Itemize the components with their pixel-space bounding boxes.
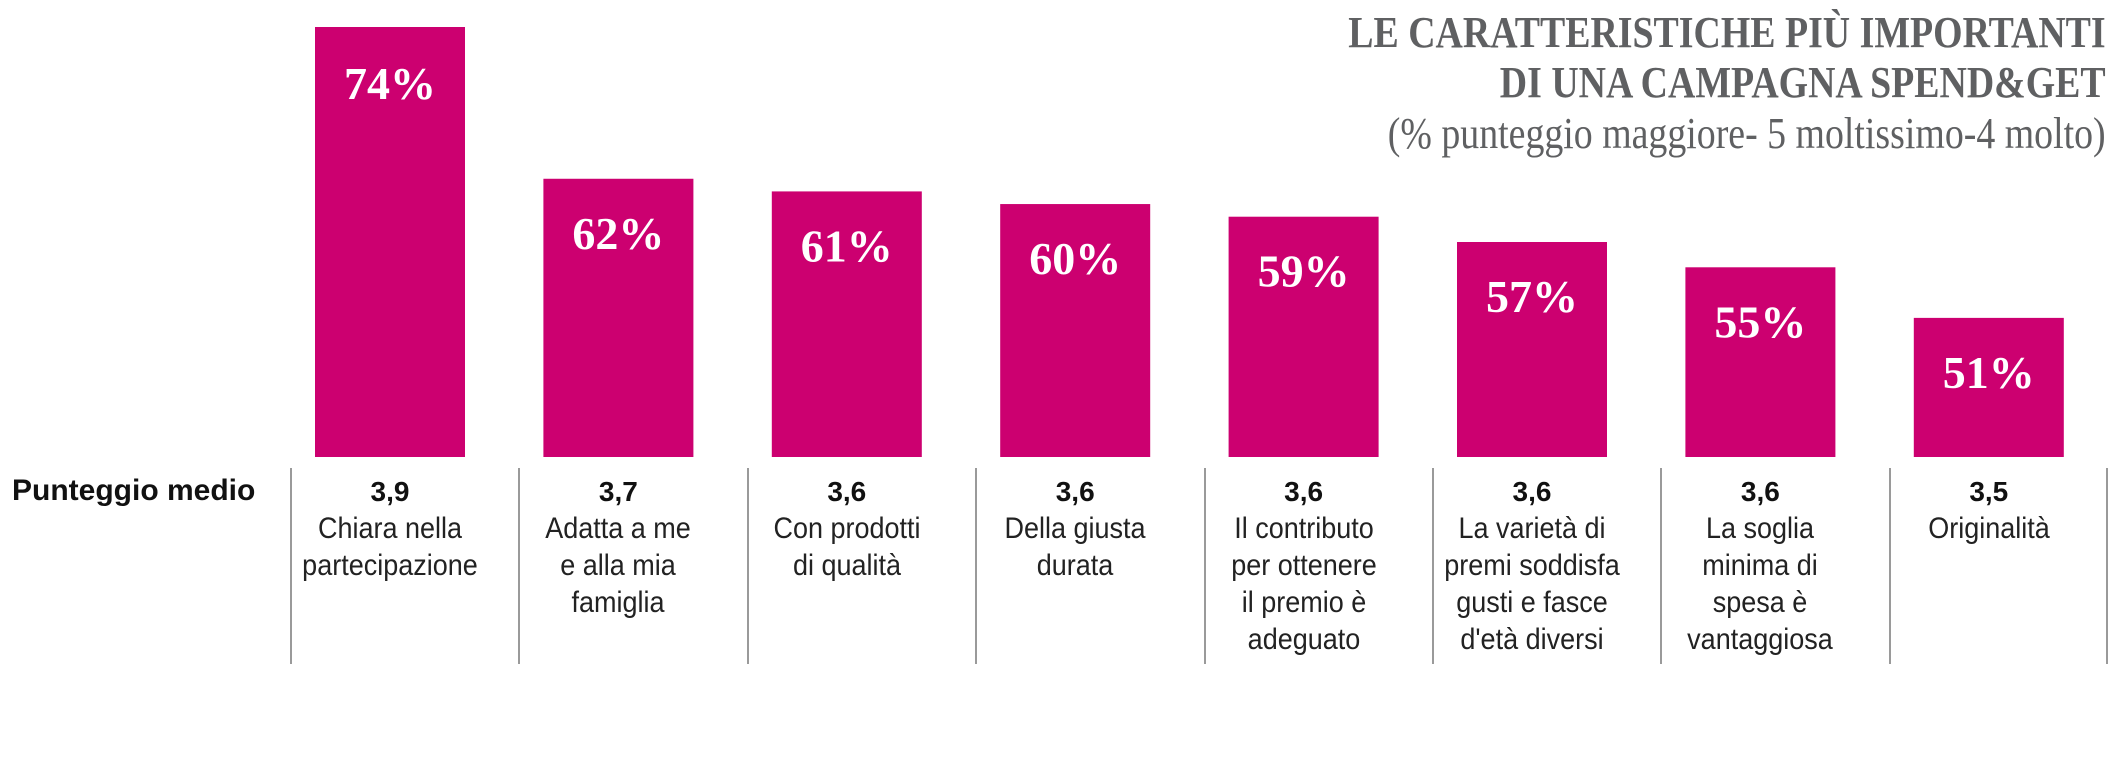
bar-value-label: 55%: [1714, 296, 1806, 347]
average-score: 3,7: [598, 476, 638, 507]
bar-5: [1228, 216, 1379, 457]
bar-3: [771, 191, 922, 458]
column-divider: [746, 468, 749, 664]
category-label: Originalità: [1928, 512, 2050, 545]
column-divider: [290, 468, 292, 664]
bar-8: [1913, 317, 2064, 457]
category-column: 3,9 Chiara nella partecipazione: [277, 474, 503, 584]
bar-value-label: 51%: [1943, 347, 2035, 398]
bar-value-label: 62%: [572, 208, 664, 259]
category-column: 3,6 Con prodotti di qualità: [734, 474, 960, 584]
average-score: 3,6: [1512, 476, 1552, 507]
category-column: 3,6 Della giusta durata: [962, 474, 1188, 584]
category-column: 3,6 La soglia minima di spesa è vantaggio…: [1647, 474, 1873, 658]
column-divider: [1432, 468, 1434, 664]
category-label: Chiara nella partecipazione: [302, 512, 478, 582]
column-divider: [518, 468, 521, 664]
bar-6: [1457, 242, 1607, 457]
bar-7: [1685, 267, 1836, 457]
bar-2: [543, 178, 694, 457]
chart-subtitle: (% punteggio maggiore- 5 moltissimo-4 mo…: [1388, 109, 2106, 158]
bar-value-label: 61%: [801, 220, 893, 271]
category-column: 3,7 Adatta a me e alla mia famiglia: [505, 474, 731, 621]
category-label: Della giusta durata: [1004, 512, 1146, 582]
bar-4: [1000, 204, 1151, 457]
bar-1: [315, 27, 465, 457]
column-divider: [1888, 468, 1891, 664]
average-score: 3,6: [1740, 476, 1780, 507]
column-divider: [1203, 468, 1206, 664]
category-label: Adatta a me e alla mia famiglia: [545, 512, 692, 619]
average-score-row-label: Punteggio medio: [12, 474, 256, 507]
average-score: 3,6: [827, 476, 867, 507]
bar-value-label: 57%: [1486, 271, 1578, 322]
bar-value-label: 60%: [1029, 233, 1121, 284]
category-label: La varietà di premi soddisfa gusti e fas…: [1444, 512, 1620, 656]
bar-value-label: 59%: [1258, 246, 1350, 297]
category-label: Il contributo per ottenere il premio è a…: [1230, 512, 1377, 656]
category-column: 3,6 Il contributo per ottenere il premio …: [1191, 474, 1417, 658]
column-divider: [2106, 468, 2108, 664]
chart-title-block: LE CARATTERISTICHE PIÙ IMPORTANTI DI UNA…: [1225, 8, 2106, 160]
average-score: 3,6: [1055, 476, 1095, 507]
column-divider: [975, 468, 978, 664]
category-column: 3,6 La varietà di premi soddisfa gusti e …: [1419, 474, 1645, 658]
bar-value-label: 74%: [344, 58, 436, 109]
chart-title-line-2: DI UNA CAMPAGNA SPEND&GET: [1500, 58, 2106, 107]
average-score: 3,5: [1969, 476, 2009, 507]
average-score: 3,6: [1284, 476, 1324, 507]
category-label: Con prodotti di qualità: [773, 512, 921, 582]
category-column: 3,5 Originalità: [1876, 474, 2102, 547]
chart-title-line-1: LE CARATTERISTICHE PIÙ IMPORTANTI: [1348, 8, 2106, 57]
column-divider: [1660, 468, 1663, 664]
average-score: 3,9: [370, 476, 410, 507]
category-label: La soglia minima di spesa è vantaggiosa: [1687, 512, 1834, 656]
